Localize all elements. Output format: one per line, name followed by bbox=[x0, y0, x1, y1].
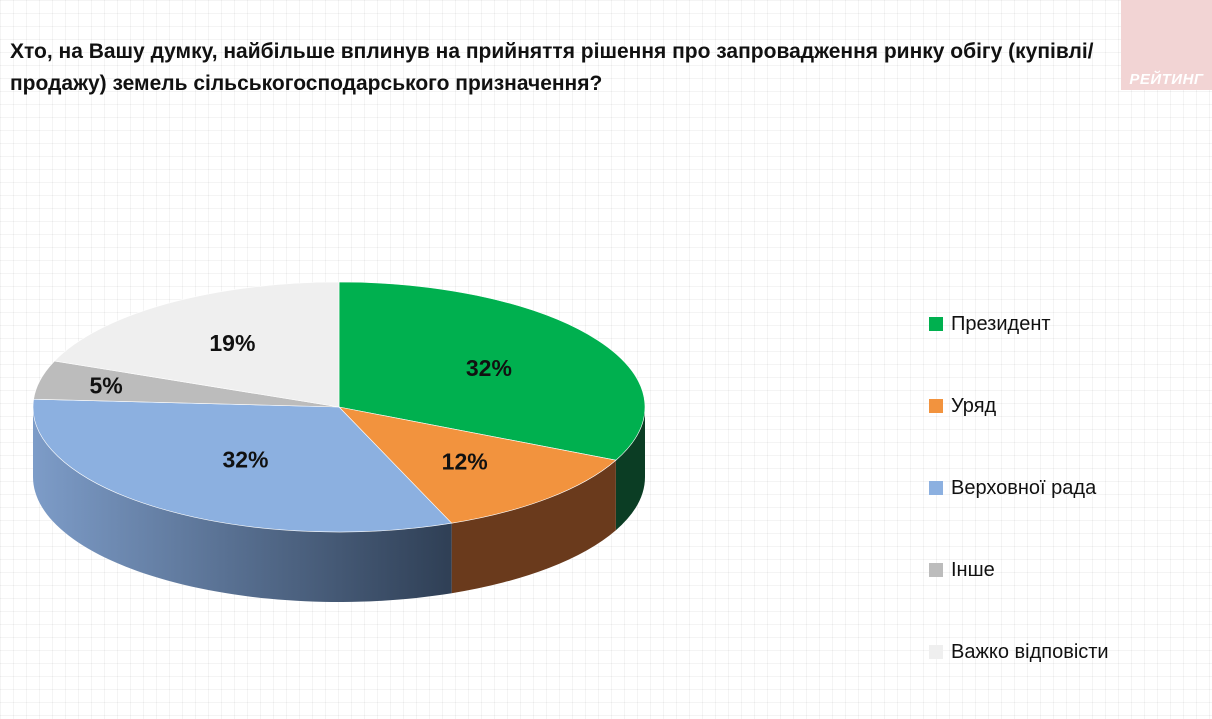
legend-label: Інше bbox=[951, 558, 995, 581]
legend-swatch bbox=[929, 481, 943, 495]
legend-swatch bbox=[929, 563, 943, 577]
pie-slice-президент bbox=[338, 281, 646, 461]
data-label-верховної-рада: 32% bbox=[222, 447, 268, 473]
legend-item-важко-відповісти: Важко відповісти bbox=[929, 637, 1199, 667]
pie-chart: 32% 12% 32% 5% 19% bbox=[32, 281, 646, 602]
legend-item-уряд: Уряд bbox=[929, 391, 1199, 421]
legend-label: Важко відповісти bbox=[951, 640, 1109, 663]
data-label-уряд: 12% bbox=[442, 449, 488, 475]
pie-slice-важко-відповісти bbox=[53, 281, 340, 408]
logo-text: РЕЙТИНГ bbox=[1129, 71, 1204, 88]
legend-swatch bbox=[929, 317, 943, 331]
pie-side-уряд bbox=[451, 460, 616, 594]
legend-label: Уряд bbox=[951, 394, 997, 417]
legend-swatch bbox=[929, 645, 943, 659]
legend-item-верховної-рада: Верховної рада bbox=[929, 473, 1199, 503]
pie-side-верховної-рада bbox=[33, 407, 452, 602]
pie-slice-уряд bbox=[338, 406, 617, 524]
pie-slice-верховної-рада bbox=[32, 398, 453, 533]
legend-label: Верховної рада bbox=[951, 476, 1097, 499]
data-label-президент: 32% bbox=[466, 355, 512, 381]
pie-side-президент bbox=[615, 407, 645, 531]
legend-item-інше: Інше bbox=[929, 555, 1199, 585]
legend-label: Президент bbox=[951, 312, 1051, 335]
brand-logo: РЕЙТИНГ bbox=[1121, 0, 1212, 90]
legend-item-президент: Президент bbox=[929, 309, 1199, 339]
chart-title: Хто, на Вашу думку, найбільше вплинув на… bbox=[10, 40, 1094, 95]
chart-legend: Президент Уряд Верховної рада Інше Важко від… bbox=[929, 309, 1199, 719]
data-label-важко-відповісти: 19% bbox=[209, 330, 255, 356]
legend-swatch bbox=[929, 399, 943, 413]
data-label-інше: 5% bbox=[89, 373, 122, 399]
